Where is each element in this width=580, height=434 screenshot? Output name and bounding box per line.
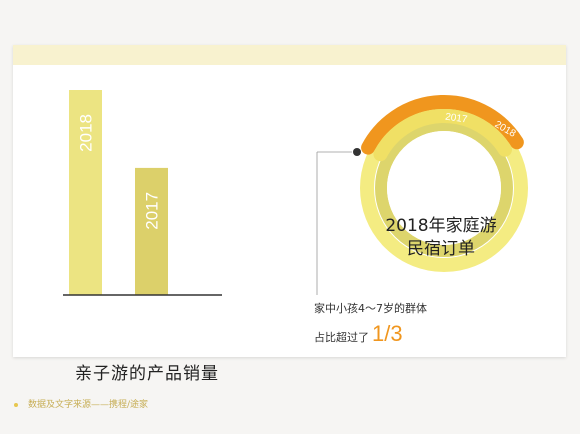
- annotation-prefix: 占比超过了: [314, 331, 369, 344]
- bar-chart: 2018 2017: [69, 90, 168, 295]
- source-text: 数据及文字来源——携程/途家: [28, 400, 149, 410]
- bar-label-2018: 2018: [77, 114, 96, 152]
- bar-label-2017: 2017: [143, 192, 162, 230]
- ring-center: [387, 131, 501, 245]
- annotation-line-1: 家中小孩4～7岁的群体: [314, 302, 427, 315]
- ring-inner: [375, 119, 513, 257]
- leader-line: [316, 151, 352, 295]
- source-footer: 数据及文字来源——携程/途家: [14, 397, 148, 410]
- ring-arc-2018: [361, 95, 524, 155]
- annotation-line-2: 占比超过了 1/3: [314, 321, 403, 347]
- bullet-dot: [14, 402, 18, 407]
- ring-label-2017: 2017: [444, 112, 468, 126]
- ring-marker-dot: [353, 148, 361, 156]
- bar-2018: [69, 90, 102, 295]
- infographic-card: 2018 2017 2017 2018 亲子游的产品销量 2018年家庭游民宿订单: [13, 45, 566, 384]
- bar-chart-title: 亲子游的产品销量: [75, 364, 219, 384]
- ring-chart-title: 2018年家庭游民宿订单: [385, 216, 497, 259]
- top-band: [13, 45, 566, 65]
- annotation-value: 1/3: [372, 321, 403, 346]
- ring-arc-2017: [373, 109, 512, 162]
- bar-2017: [135, 167, 168, 295]
